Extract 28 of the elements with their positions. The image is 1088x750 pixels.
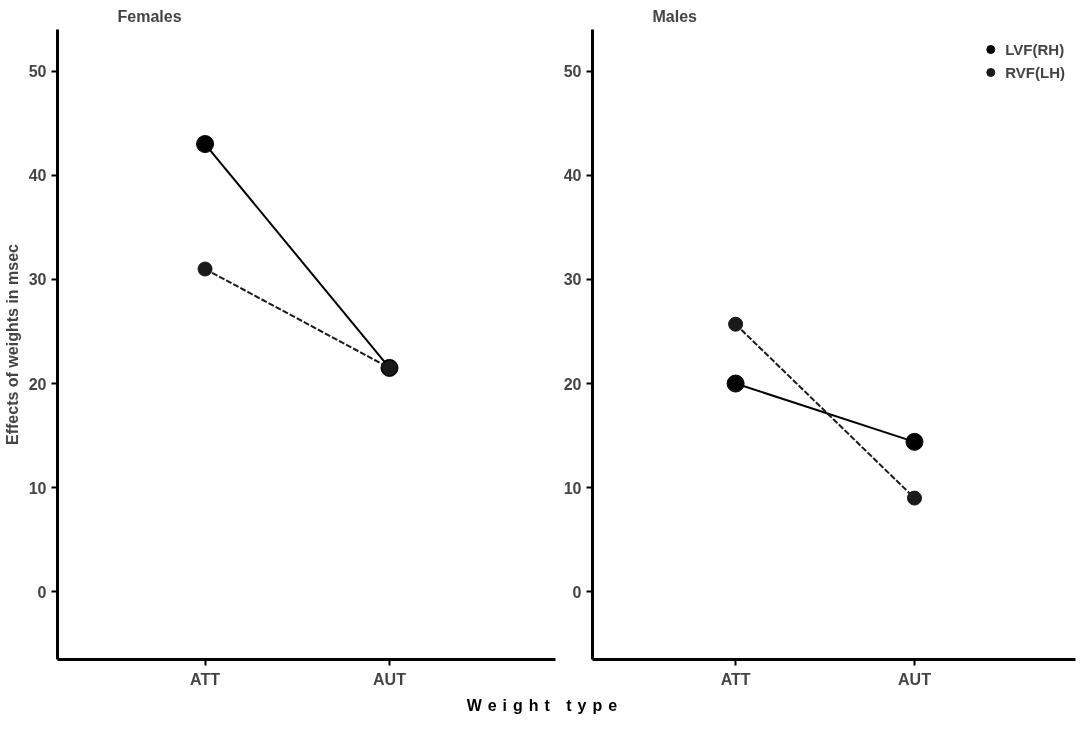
point [728,316,744,332]
x-tick-label: ATT [190,670,221,688]
chart-title: Females [117,7,182,25]
y-tick-label: 0 [37,583,47,601]
y-tick-label: 30 [563,271,582,289]
y-tick-label: 50 [563,63,582,81]
y-axis-title: Effects of weights in msec [3,243,21,445]
y-tick-label: 20 [563,375,582,393]
chart-title: Males [652,7,698,25]
y-tick-label: 30 [28,271,47,289]
point [905,432,924,451]
x-tick-label: ATT [720,670,751,688]
point [907,490,922,506]
point [196,135,215,154]
legend-label: RVF(LH) [1005,63,1065,81]
y-tick-label: 10 [563,479,582,497]
y-tick-label: 40 [563,167,582,185]
y-tick-label: 10 [28,479,47,497]
point [726,374,745,393]
x-axis-title: Weight type [466,696,624,716]
y-tick-label: 40 [28,167,47,185]
point [197,261,213,277]
y-tick-label: 0 [572,583,582,601]
y-tick-label: 50 [28,63,47,81]
y-tick-label: 20 [28,375,47,393]
x-tick-label: AUT [898,670,932,688]
legend-label: LVF(RH) [1005,40,1065,58]
x-tick-label: AUT [373,670,407,688]
